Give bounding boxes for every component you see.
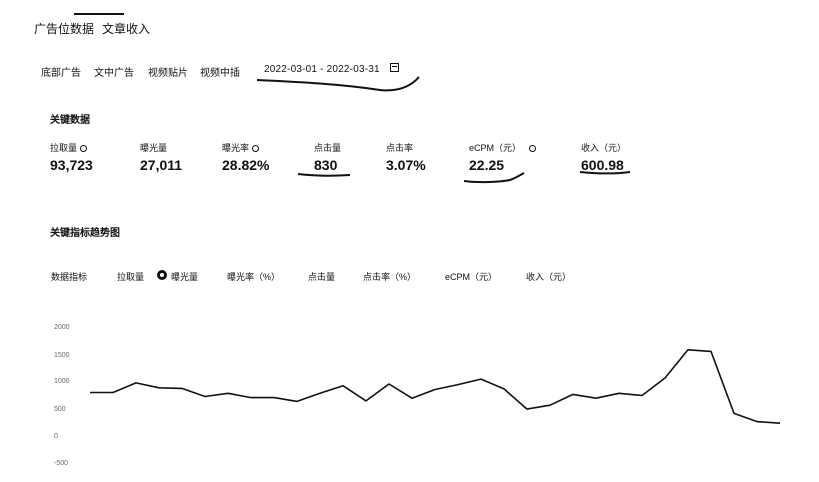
option-clicks[interactable]: 点击量 xyxy=(308,272,336,282)
metric-label-ecpm: eCPM（元） xyxy=(469,141,537,154)
radio-selected-icon[interactable] xyxy=(157,270,167,280)
option-ecpm[interactable]: eCPM（元） xyxy=(445,272,498,282)
option-impressions[interactable]: 曝光量 xyxy=(171,272,199,282)
info-icon[interactable] xyxy=(252,145,260,153)
y-tick-label: -500 xyxy=(54,460,69,467)
tab-ad-slot-data[interactable]: 广告位数据 xyxy=(34,22,95,36)
metric-label-clicks: 点击量 xyxy=(314,143,342,153)
calendar-icon[interactable] xyxy=(390,63,399,72)
annotation-underline-clicks xyxy=(297,173,351,177)
option-pulls[interactable]: 拉取量 xyxy=(117,272,145,282)
metric-label-pulls: 拉取量 xyxy=(50,141,88,154)
metric-value-revenue: 600.98 xyxy=(581,157,624,173)
y-tick-label: 1500 xyxy=(54,352,70,359)
metric-value-impressions: 27,011 xyxy=(140,157,183,173)
series-line-impressions xyxy=(90,348,781,424)
y-tick-label: 0 xyxy=(54,433,58,440)
filter-video-midroll[interactable]: 视频中插 xyxy=(200,68,240,79)
y-tick-label: 500 xyxy=(54,406,66,413)
metric-value-click-rate: 3.07% xyxy=(386,157,426,173)
key-data-title: 关键数据 xyxy=(50,115,90,126)
metric-value-pulls: 93,723 xyxy=(50,157,93,173)
option-impression-rate[interactable]: 曝光率（%） xyxy=(227,272,281,282)
date-range-picker[interactable]: 2022-03-01 - 2022-03-31 xyxy=(264,64,380,75)
metric-label-impression-rate: 曝光率 xyxy=(222,141,260,154)
filter-inline-ad[interactable]: 文中广告 xyxy=(94,68,134,79)
info-icon[interactable] xyxy=(80,145,88,153)
metric-label-revenue: 收入（元） xyxy=(581,143,627,153)
info-icon[interactable] xyxy=(529,145,537,153)
metric-value-impression-rate: 28.82% xyxy=(222,157,270,173)
tab-article-revenue[interactable]: 文章收入 xyxy=(102,22,151,36)
filter-bottom-ad[interactable]: 底部广告 xyxy=(41,68,81,79)
metric-value-ecpm: 22.25 xyxy=(469,157,505,173)
metric-selector-label: 数据指标 xyxy=(51,272,88,282)
y-tick-label: 1000 xyxy=(54,378,70,385)
annotation-underline-date xyxy=(256,76,420,92)
option-revenue[interactable]: 收入（元） xyxy=(526,272,572,282)
y-tick-label: 2000 xyxy=(54,324,70,331)
filter-video-preroll[interactable]: 视频贴片 xyxy=(148,68,188,79)
annotation-underline-revenue xyxy=(579,171,631,175)
metric-label-impressions: 曝光量 xyxy=(140,143,168,153)
annotation-underline-ecpm xyxy=(463,172,525,184)
active-tab-indicator xyxy=(74,13,124,15)
metric-value-clicks: 830 xyxy=(314,157,338,173)
option-click-rate[interactable]: 点击率（%） xyxy=(363,272,417,282)
metric-label-click-rate: 点击率 xyxy=(386,143,414,153)
trend-title: 关键指标趋势图 xyxy=(50,228,120,239)
